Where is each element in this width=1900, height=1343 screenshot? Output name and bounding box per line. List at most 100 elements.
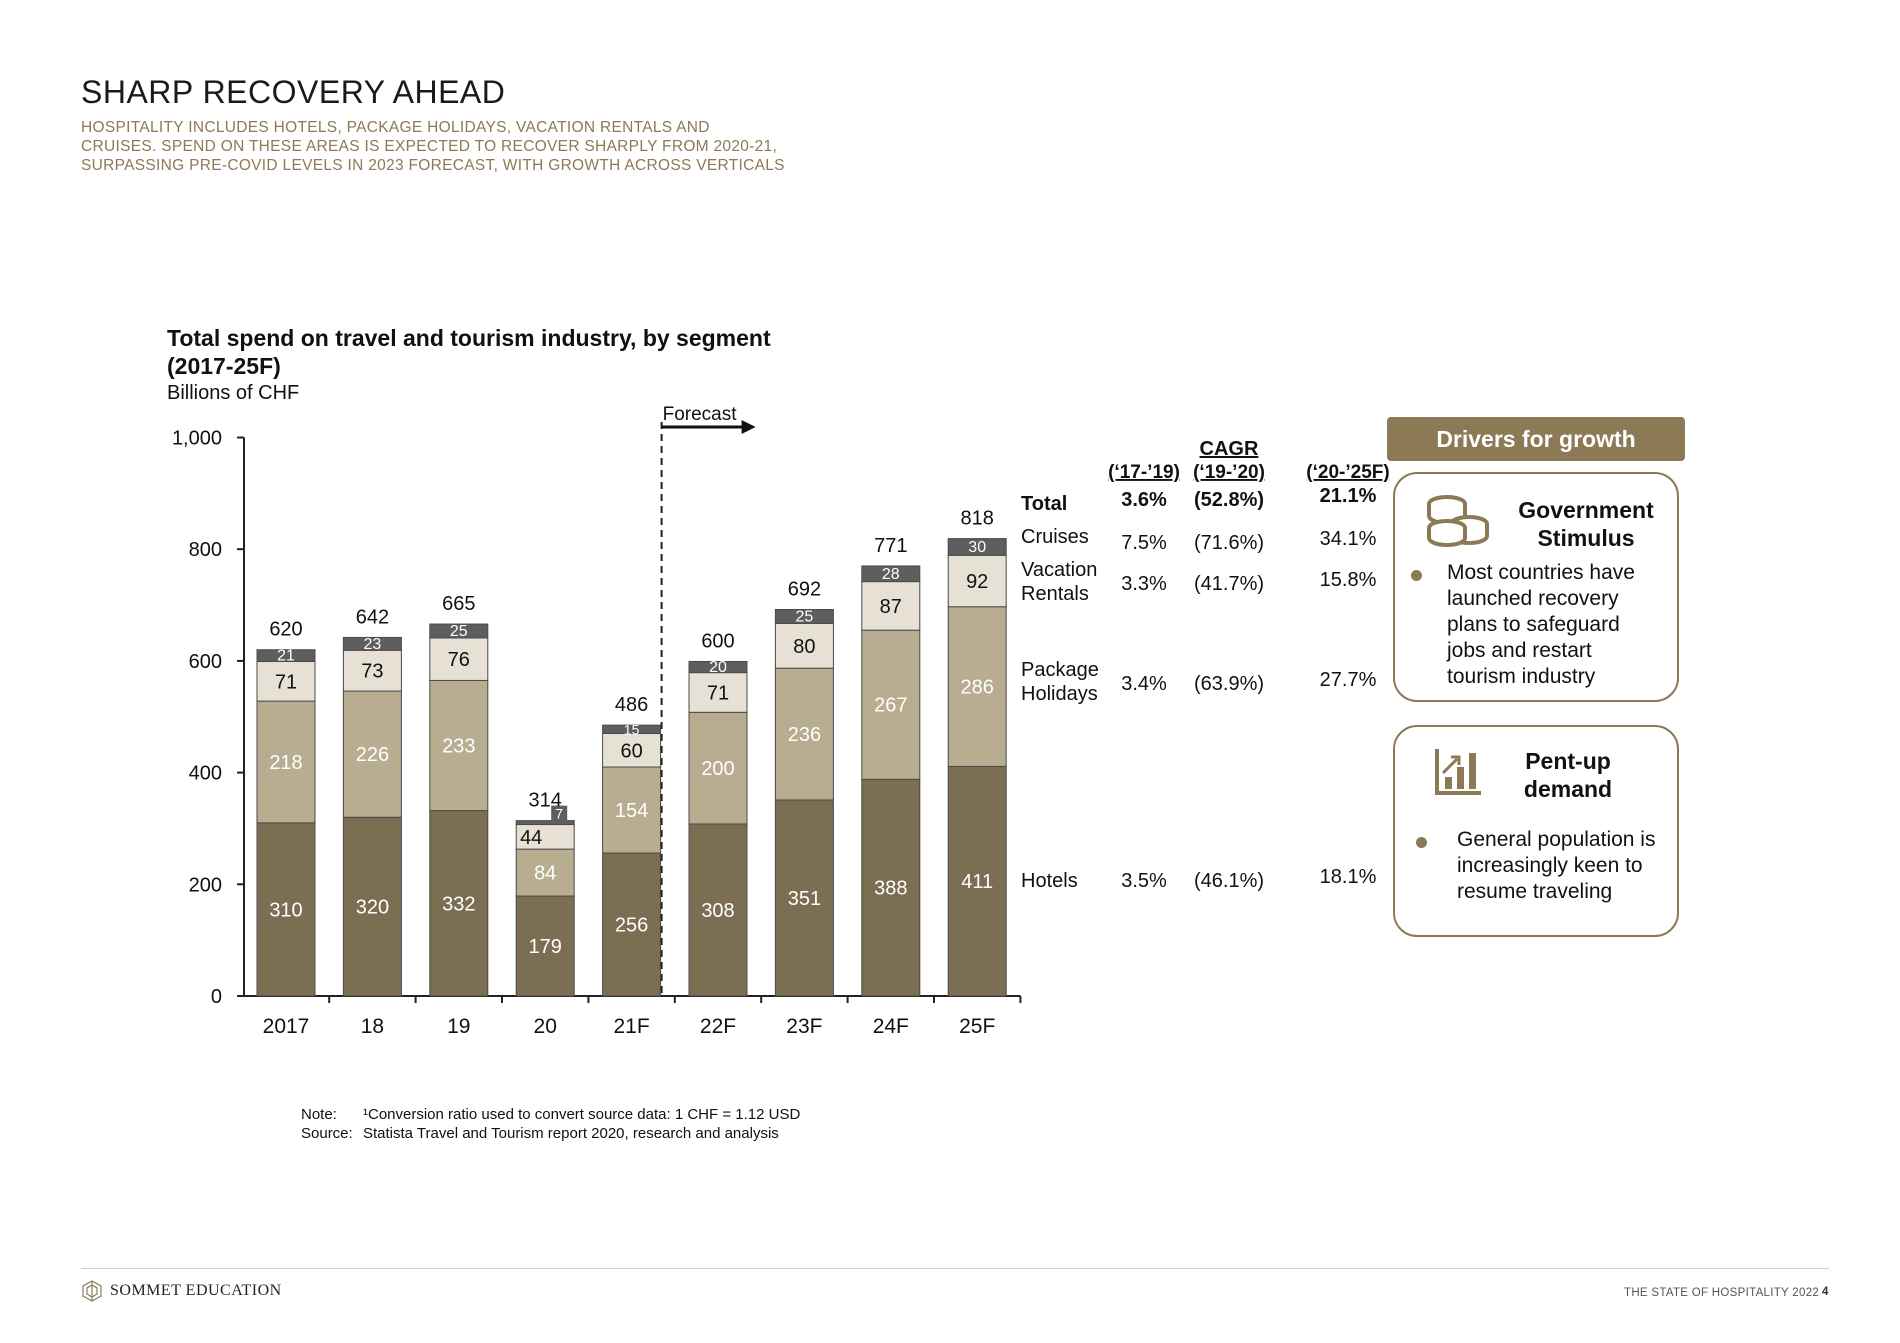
- bar-segment-cruises: [256, 649, 316, 662]
- bar-value-label: 200: [701, 758, 734, 780]
- bullet-line: tourism industry: [1447, 665, 1596, 688]
- bar-value-label: 226: [356, 744, 389, 766]
- card-title-line: Pent-up: [1525, 748, 1611, 774]
- cagr-value: 27.7%: [1320, 669, 1377, 691]
- x-tick-label: 25F: [959, 1015, 995, 1038]
- cagr-value: 3.6%: [1121, 489, 1167, 511]
- bar-value-label: 179: [529, 936, 562, 958]
- growth-chart-icon: [1435, 749, 1481, 795]
- bar-value-label: 21: [277, 648, 295, 665]
- cagr-value: 3.3%: [1121, 573, 1167, 595]
- bar-segment-cruises: [861, 565, 921, 583]
- bar-segment-vacation-rentals: [774, 622, 834, 669]
- bar-value-label: 71: [275, 671, 297, 693]
- bar-segment-package-holidays: [256, 700, 316, 824]
- footer-divider: [81, 1268, 1829, 1269]
- bar-value-label: 25: [796, 608, 814, 625]
- bar-value-label: 71: [707, 682, 729, 704]
- subtitle-line: HOSPITALITY INCLUDES HOTELS, PACKAGE HOL…: [81, 119, 710, 136]
- bar-value-label: 388: [874, 878, 907, 900]
- forecast-arrow-icon: [741, 420, 756, 434]
- bar-segment-vacation-rentals: [515, 824, 575, 850]
- cagr-row-label: Total: [1021, 493, 1067, 515]
- card-title-line: Stimulus: [1537, 525, 1635, 551]
- bar-segment-cruises: [774, 609, 834, 624]
- cagr-period-header: (‘20-’25F): [1306, 462, 1389, 483]
- bar-segment-package-holidays: [515, 848, 575, 897]
- bar-total-label: 692: [788, 579, 821, 601]
- chart-title-line: (2017-25F): [167, 353, 281, 379]
- bar-segment-cruises: [602, 724, 662, 735]
- y-tick-label: 800: [189, 539, 222, 561]
- bar-value-label: 233: [442, 736, 475, 758]
- source-text: Statista Travel and Tourism report 2020,…: [363, 1125, 779, 1142]
- cagr-value: 7.5%: [1121, 532, 1167, 554]
- bar-total-label: 620: [269, 619, 302, 641]
- bar-total-label: 818: [961, 508, 994, 530]
- sommet-logo-icon: [82, 1280, 102, 1302]
- bar-value-label: 30: [968, 539, 986, 556]
- bar-value-label: 320: [356, 897, 389, 919]
- cagr-value: (52.8%): [1194, 489, 1264, 511]
- x-tick-label: 20: [534, 1015, 557, 1038]
- bar-value-label: 20: [709, 659, 727, 676]
- x-tick-label: 2017: [263, 1015, 310, 1038]
- card-bullet: Most countries have launched recovery pl…: [1447, 560, 1635, 690]
- cagr-row-label: Rentals: [1021, 583, 1089, 605]
- bar-value-label: 332: [442, 893, 475, 915]
- subtitle-line: SURPASSING PRE-COVID LEVELS IN 2023 FORE…: [81, 157, 785, 174]
- card-title: Government Stimulus: [1501, 496, 1671, 552]
- bullet-line: increasingly keen to: [1457, 854, 1643, 877]
- cagr-row-label: Holidays: [1021, 683, 1098, 705]
- bar-segment-vacation-rentals: [342, 649, 402, 692]
- y-tick-label: 0: [211, 986, 222, 1008]
- bar-segment-cruises: [947, 538, 1007, 556]
- cagr-value: 15.8%: [1320, 569, 1377, 591]
- note-label: Note:: [301, 1106, 337, 1123]
- cagr-header: CAGR: [1200, 438, 1259, 460]
- x-tick-label: 19: [447, 1015, 470, 1038]
- bar-value-label: 28: [882, 566, 900, 583]
- bullet-line: resume traveling: [1457, 880, 1613, 903]
- bar-value-label: 44: [520, 827, 542, 849]
- card-title: Pent-up demand: [1493, 747, 1643, 803]
- x-tick-label: 24F: [873, 1015, 909, 1038]
- bar-segment-cruises: [429, 623, 489, 639]
- y-tick-label: 600: [189, 651, 222, 673]
- bar-segment-hotels: [342, 816, 402, 997]
- cagr-row-label: Cruises: [1021, 526, 1089, 548]
- bar-total-label: 314: [529, 790, 562, 812]
- bar-value-label: 236: [788, 724, 821, 746]
- subtitle-line: CRUISES. SPEND ON THESE AREAS IS EXPECTE…: [81, 138, 778, 155]
- bar-value-label: 25: [450, 623, 468, 640]
- bar-value-label: 411: [961, 871, 993, 893]
- x-tick-label: 23F: [786, 1015, 822, 1038]
- bar-value-label: 73: [361, 661, 383, 683]
- bar-value-label: 23: [364, 636, 382, 653]
- bullet-dot-icon: [1416, 837, 1427, 848]
- bar-segment-package-holidays: [342, 690, 402, 818]
- cagr-value: 3.4%: [1121, 673, 1167, 695]
- bar-segment-package-holidays: [774, 667, 834, 801]
- cagr-value: 3.5%: [1121, 870, 1167, 892]
- bullet-line: General population is: [1457, 828, 1656, 851]
- bar-segment-hotels: [515, 895, 575, 997]
- bar-segment-hotels: [429, 810, 489, 997]
- chart-unit: Billions of CHF: [167, 382, 300, 404]
- bar-segment-cruises: [342, 636, 402, 651]
- bar-label-background: [551, 805, 568, 822]
- bar-total-label: 600: [701, 630, 734, 652]
- bar-value-label: 7: [555, 806, 563, 822]
- cagr-value: 34.1%: [1320, 528, 1377, 550]
- bullet-line: Most countries have: [1447, 561, 1635, 584]
- drivers-header: Drivers for growth: [1387, 417, 1685, 461]
- cagr-row-label: Hotels: [1021, 870, 1078, 892]
- cagr-row-label: Vacation: [1021, 559, 1097, 581]
- driver-card-government-stimulus: Government Stimulus Most countries have …: [1393, 472, 1679, 702]
- bar-segment-cruises: [515, 820, 575, 826]
- bar-value-label: 76: [448, 649, 470, 671]
- bar-segment-vacation-rentals: [429, 637, 489, 681]
- cagr-value: (41.7%): [1194, 573, 1264, 595]
- chart-title-line: Total spend on travel and tourism indust…: [167, 325, 771, 351]
